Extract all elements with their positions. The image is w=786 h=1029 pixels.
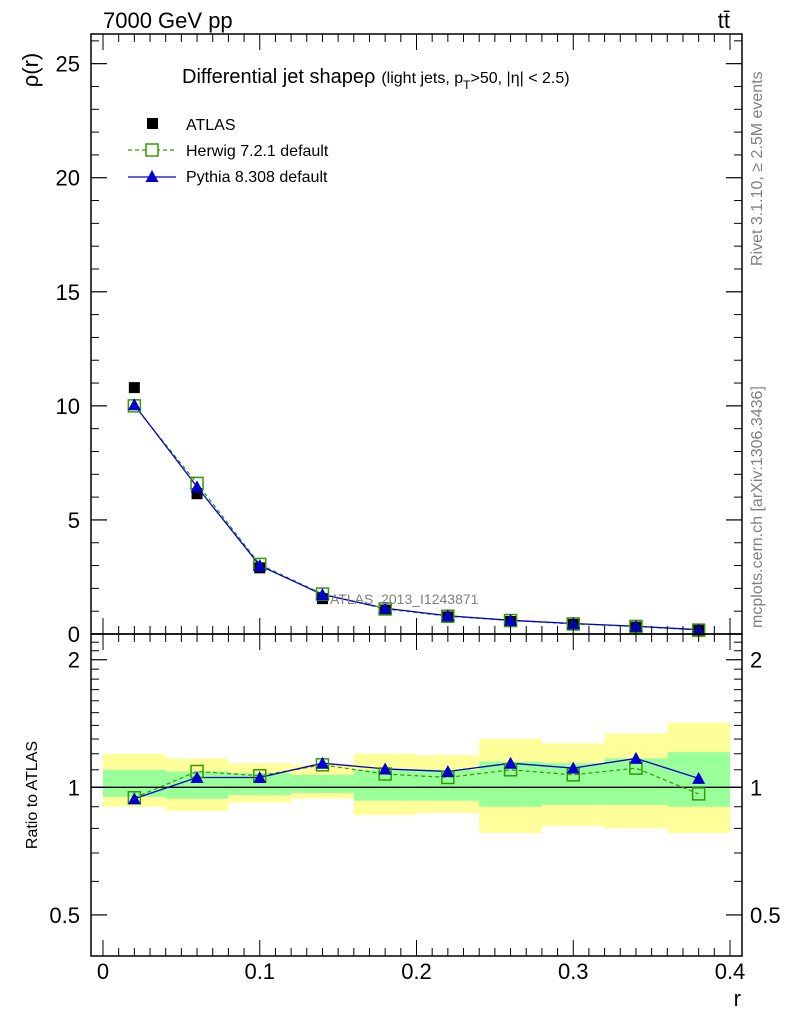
pythia-point: [441, 609, 455, 622]
ratio-ytick-label-right: 0.5: [750, 903, 781, 928]
ratio-plot-panel: 0.5 0.5 1 1 2 2 0 0.1 0.2 0.3 0.4 Ratio to ATLAS r: [24, 633, 781, 1011]
chart-title: Differential jet shapeρ (light jets, pT>5…: [182, 66, 570, 92]
uncertainty-band-inner: [291, 774, 354, 793]
chart-title-main: Differential jet shapeρ: [182, 66, 375, 88]
main-ytick-label: 20: [56, 166, 80, 191]
legend-marker-pythia: [145, 170, 159, 182]
ratio-plot-content: [91, 722, 742, 834]
pythia-point: [504, 613, 518, 626]
ratio-xtick-label: 0.2: [401, 959, 432, 984]
herwig-ratio-line: [134, 764, 699, 799]
ratio-ytick-label-left: 0.5: [49, 903, 80, 928]
source-label: mcplots.cern.ch [arXiv:1306.3436]: [749, 386, 766, 628]
uncertainty-band-inner: [604, 758, 668, 805]
ratio-ytick-label-left: 1: [68, 775, 80, 800]
atlas-point: [191, 488, 203, 500]
main-plot-ylabel: ρ(r): [18, 53, 43, 88]
chart-title-sub-subscript: T: [463, 78, 471, 92]
process-label: tt̄: [718, 8, 730, 33]
ratio-xtick-label: 0: [97, 959, 109, 984]
ratio-xtick-label: 0.1: [244, 959, 275, 984]
energy-label: 7000 GeV pp: [103, 8, 233, 33]
pythia-point: [253, 559, 267, 572]
uncertainty-band-inner: [353, 769, 417, 801]
legend-marker-herwig: [145, 143, 159, 157]
pythia-point: [629, 619, 643, 632]
rivet-label: Rivet 3.1.10, ≥ 2.5M events: [749, 71, 766, 266]
chart-title-sub-a: (light jets, p: [381, 70, 463, 87]
ratio-ytick-label-right: 1: [750, 775, 762, 800]
pythia-ratio-point: [190, 770, 204, 783]
legend-label-herwig: Herwig 7.2.1 default: [186, 143, 329, 160]
chart-title-sub-b: >50, |η| < 2.5): [471, 70, 570, 87]
legend-label-pythia: Pythia 8.308 default: [186, 169, 328, 186]
main-ytick-label: 15: [56, 280, 80, 305]
analysis-watermark: ATLAS_2013_I1243871: [330, 591, 479, 607]
ratio-plot-ylabel: Ratio to ATLAS: [24, 741, 41, 849]
pythia-ratio-point: [378, 762, 392, 775]
pythia-ratio-point: [441, 764, 455, 777]
pythia-line: [133, 404, 699, 631]
main-plot-axes: 0 5 10 15 20 25: [56, 34, 742, 647]
legend-marker-atlas: [147, 118, 158, 129]
pythia-ratio-point: [692, 771, 706, 784]
pythia-ratio-point: [566, 761, 580, 774]
pythia-ratio-point: [127, 792, 141, 805]
pythia-ratio-point: [629, 751, 643, 764]
pythia-ratio-point: [315, 756, 329, 769]
atlas-point: [128, 382, 140, 394]
main-ytick-label: 10: [56, 394, 80, 419]
legend: ATLAS Herwig 7.2.1 default Pythia 8.308 …: [128, 117, 329, 186]
legend-label-atlas: ATLAS: [186, 117, 236, 134]
pythia-point: [315, 588, 329, 601]
ratio-ytick-label-left: 2: [68, 648, 80, 673]
pythia-ratio-point: [253, 770, 267, 783]
pythia-point: [378, 601, 392, 614]
main-plot-panel: 0 5 10 15 20 25 ρ(r) Differential jet shapeρ (…: [18, 33, 743, 647]
uncertainty-band-inner: [479, 761, 542, 807]
ratio-ytick-label-right: 2: [750, 648, 762, 673]
ratio-xtick-label: 0.4: [715, 959, 746, 984]
main-ytick-label: 0: [68, 622, 80, 647]
ratio-plot-axes: 0.5 0.5 1 1 2 2 0 0.1 0.2 0.3 0.4: [49, 634, 781, 984]
pythia-ratio-line: [134, 757, 699, 800]
pythia-point: [190, 480, 204, 493]
main-ytick-label: 5: [68, 508, 80, 533]
pythia-point: [127, 398, 141, 411]
herwig-ratio-point: [691, 787, 706, 801]
pythia-ratio-point: [504, 756, 518, 769]
main-ytick-label: 25: [56, 52, 80, 77]
ratio-plot-xlabel: r: [734, 986, 741, 1011]
uncertainty-band-inner: [228, 773, 292, 795]
ratio-xtick-label: 0.3: [558, 959, 589, 984]
